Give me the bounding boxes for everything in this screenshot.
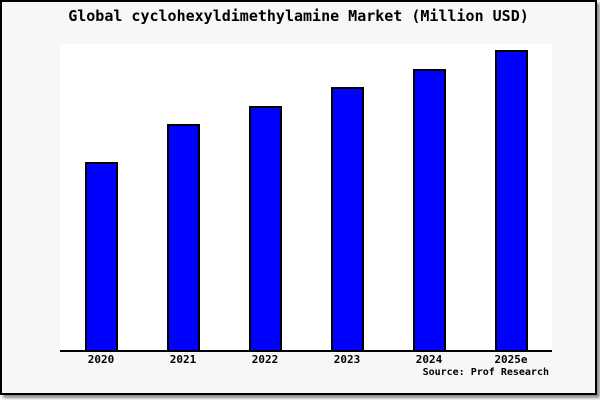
bar-2023 xyxy=(330,87,364,350)
x-tick-label-2024: 2024 xyxy=(415,353,443,366)
bar-2020 xyxy=(84,162,118,350)
x-tick-label-2023: 2023 xyxy=(333,353,361,366)
chart-title: Global cyclohexyldimethylamine Market (M… xyxy=(68,7,529,25)
x-tick-label-2020: 2020 xyxy=(87,353,115,366)
bar-2021 xyxy=(166,124,200,350)
bar-2025e xyxy=(494,50,528,350)
bar-2022 xyxy=(248,106,282,350)
x-tick-label-2022: 2022 xyxy=(251,353,279,366)
source-credit: Source: Prof Research xyxy=(422,367,549,378)
x-axis-labels: 2020 2021 2022 2023 2024 2025e xyxy=(60,353,552,366)
x-tick-label-2025e: 2025e xyxy=(494,353,528,366)
bar-2024 xyxy=(412,69,446,350)
plot-area xyxy=(60,44,552,352)
x-tick-label-2021: 2021 xyxy=(169,353,197,366)
